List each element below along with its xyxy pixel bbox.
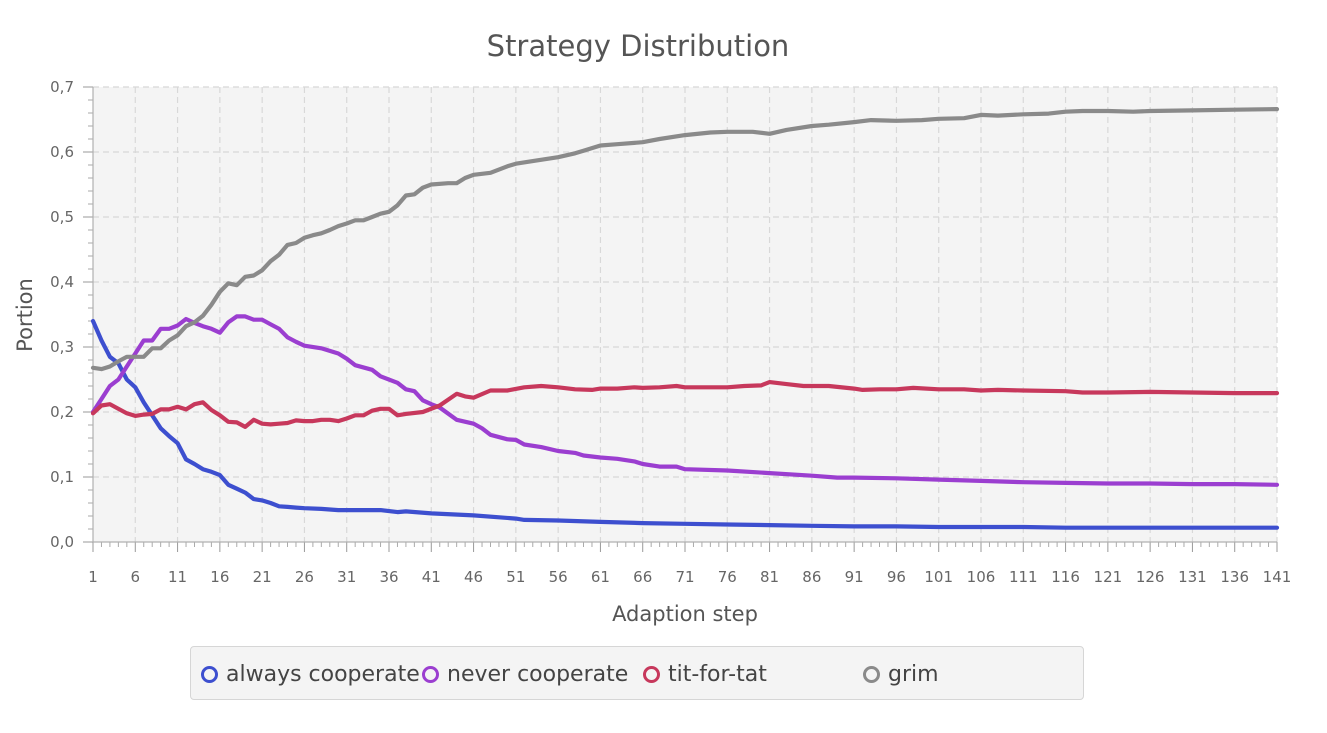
- y-tick-label: 0,7: [50, 78, 74, 96]
- circle-marker-icon: [643, 665, 660, 683]
- chart-title: Strategy Distribution: [487, 29, 790, 63]
- x-tick-label: 6: [131, 568, 141, 586]
- legend-item-never-cooperate[interactable]: never cooperate: [422, 647, 628, 701]
- legend-label: grim: [888, 661, 939, 687]
- x-tick-label: 106: [967, 568, 996, 586]
- x-tick-label: 36: [379, 568, 398, 586]
- x-tick-label: 31: [337, 568, 356, 586]
- x-tick-label: 56: [549, 568, 568, 586]
- x-tick-label: 76: [718, 568, 737, 586]
- plot-area: [93, 87, 1277, 542]
- legend-label: tit-for-tat: [668, 661, 767, 687]
- series-line-grim: [90, 106, 1280, 372]
- x-tick-label: 91: [845, 568, 864, 586]
- x-tick-label: 11: [168, 568, 187, 586]
- legend-item-grim[interactable]: grim: [863, 647, 939, 701]
- circle-marker-icon: [201, 665, 218, 683]
- circle-marker-icon: [863, 665, 880, 683]
- x-tick-label: 1: [88, 568, 98, 586]
- y-tick-label: 0,5: [50, 208, 74, 226]
- x-tick-label: 26: [295, 568, 314, 586]
- x-tick-label: 101: [924, 568, 953, 586]
- x-tick-label: 46: [464, 568, 483, 586]
- y-tick-label: 0,0: [50, 533, 74, 551]
- series-line-always-cooperate: [90, 318, 1280, 530]
- x-tick-label: 66: [633, 568, 652, 586]
- x-tick-label: 41: [422, 568, 441, 586]
- legend: always cooperate never cooperate tit-for…: [190, 646, 1084, 700]
- y-tick-label: 0,2: [50, 403, 74, 421]
- x-tick-label: 96: [887, 568, 906, 586]
- x-tick-label: 136: [1220, 568, 1249, 586]
- x-tick-label: 111: [1009, 568, 1038, 586]
- axes: 0,00,10,20,30,40,50,60,71 6 11 16 21 26 31 36 41…: [50, 78, 1291, 586]
- x-tick-label: 121: [1094, 568, 1123, 586]
- x-tick-label: 116: [1051, 568, 1080, 586]
- x-tick-label: 61: [591, 568, 610, 586]
- circle-marker-icon: [422, 665, 439, 683]
- series-layer: [90, 106, 1280, 530]
- x-tick-label: 126: [1136, 568, 1165, 586]
- legend-label: never cooperate: [447, 661, 629, 687]
- legend-label: always cooperate: [226, 661, 420, 687]
- x-tick-label: 21: [253, 568, 272, 586]
- x-tick-label: 141: [1263, 568, 1292, 586]
- y-tick-label: 0,6: [50, 143, 74, 161]
- y-tick-label: 0,3: [50, 338, 74, 356]
- y-tick-label: 0,1: [50, 468, 74, 486]
- y-axis-title: Portion: [13, 278, 37, 352]
- legend-item-tit-for-tat[interactable]: tit-for-tat: [643, 647, 767, 701]
- x-tick-label: 51: [506, 568, 525, 586]
- y-tick-label: 0,4: [50, 273, 74, 291]
- x-tick-label: 81: [760, 568, 779, 586]
- x-tick-label: 86: [802, 568, 821, 586]
- x-axis-title: Adaption step: [612, 602, 758, 626]
- series-line-tit-for-tat: [90, 380, 1280, 429]
- x-tick-label: 16: [210, 568, 229, 586]
- legend-item-always-cooperate[interactable]: always cooperate: [201, 647, 420, 701]
- x-tick-label: 131: [1178, 568, 1207, 586]
- x-tick-label: 71: [675, 568, 694, 586]
